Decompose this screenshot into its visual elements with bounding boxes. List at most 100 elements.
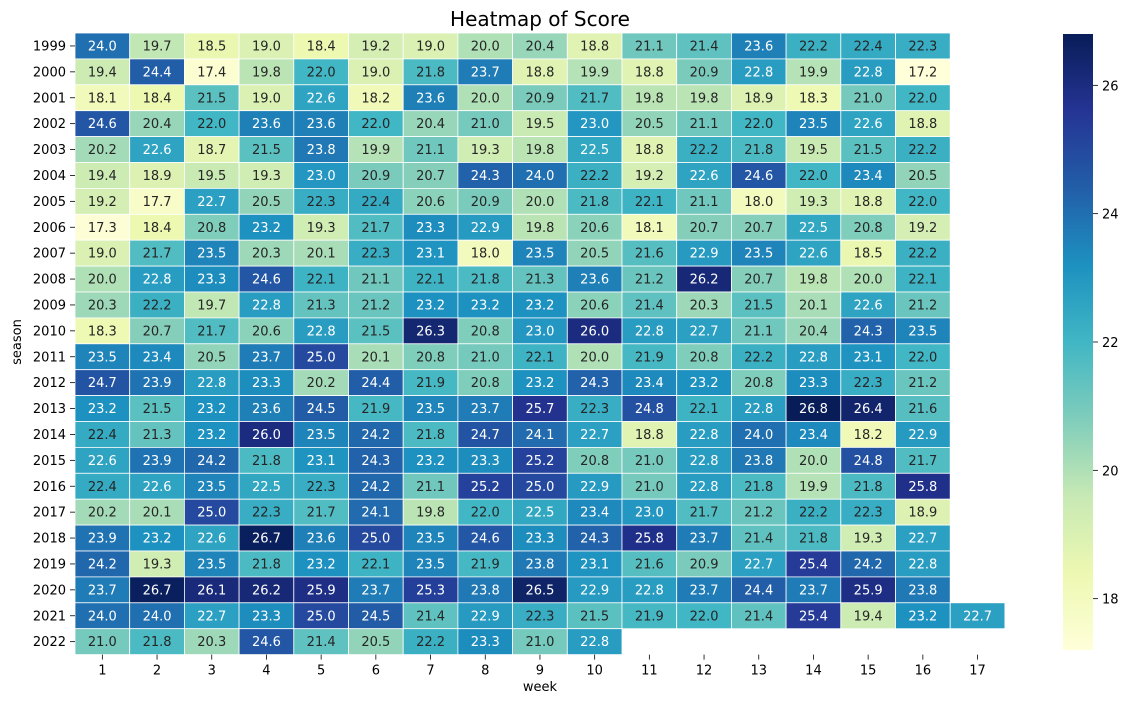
cell-value-label: 24.4 xyxy=(143,65,172,80)
cell-value-label: 18.4 xyxy=(143,91,172,106)
heatmap-cell xyxy=(895,602,951,630)
heatmap-cell xyxy=(731,58,787,86)
heatmap-cell xyxy=(238,136,295,163)
cell-value-label: 24.3 xyxy=(854,324,883,339)
y-tick-label: 2001 xyxy=(33,91,66,106)
cell-value-label: 22.8 xyxy=(854,65,883,80)
heatmap-cell xyxy=(566,421,623,448)
heatmap-cell xyxy=(129,550,185,578)
heatmap-cell xyxy=(348,136,404,163)
heatmap-cell xyxy=(676,58,732,86)
heatmap-cell xyxy=(293,602,349,630)
heatmap-cell xyxy=(731,84,787,112)
cell-value-label: 21.7 xyxy=(908,454,937,469)
heatmap-cell xyxy=(457,84,513,112)
cell-value-label: 21.8 xyxy=(143,635,172,650)
heatmap-cell xyxy=(566,446,623,474)
cell-value-label: 20.8 xyxy=(854,221,883,236)
cell-value-label: 20.9 xyxy=(471,195,500,210)
cell-value-label: 26.2 xyxy=(690,273,719,288)
cell-value-label: 22.4 xyxy=(361,195,390,210)
heatmap-cell xyxy=(512,576,568,604)
cell-value-label: 20.5 xyxy=(197,350,226,365)
heatmap-cell xyxy=(129,291,185,319)
cell-value-label: 24.5 xyxy=(307,402,336,417)
heatmap-cell xyxy=(457,32,513,60)
cell-value-label: 23.1 xyxy=(416,247,445,262)
cell-value-label: 20.8 xyxy=(416,350,445,365)
cell-value-label: 20.0 xyxy=(525,195,554,210)
cell-value-label: 22.0 xyxy=(690,609,719,624)
cell-value-label: 22.0 xyxy=(471,506,500,521)
heatmap-cell xyxy=(293,317,349,345)
cell-value-label: 20.5 xyxy=(580,247,609,262)
cell-value-label: 24.1 xyxy=(361,506,390,521)
heatmap-cell xyxy=(348,498,404,526)
heatmap-cell xyxy=(457,446,513,474)
cell-value-label: 19.8 xyxy=(525,221,554,236)
cell-value-label: 19.9 xyxy=(799,65,828,80)
cell-value-label: 21.7 xyxy=(580,91,609,106)
cell-value-label: 26.0 xyxy=(252,428,281,443)
cell-value-label: 19.0 xyxy=(361,65,390,80)
cell-value-label: 19.2 xyxy=(88,195,117,210)
cell-value-label: 23.2 xyxy=(252,221,281,236)
cell-value-label: 22.0 xyxy=(197,117,226,132)
heatmap-cell xyxy=(566,369,623,397)
heatmap-cell xyxy=(785,213,842,241)
cell-value-label: 23.7 xyxy=(690,532,719,547)
heatmap-cell xyxy=(293,162,349,189)
heatmap-cell xyxy=(238,84,295,112)
cell-value-label: 22.7 xyxy=(580,428,609,443)
heatmap-cell xyxy=(621,265,678,293)
cell-value-label: 17.2 xyxy=(908,65,937,80)
heatmap-cell xyxy=(840,213,896,241)
heatmap-cell xyxy=(512,421,568,448)
heatmap-cell xyxy=(895,265,951,293)
cell-value-label: 23.6 xyxy=(252,117,281,132)
heatmap-cell xyxy=(348,265,404,293)
cell-value-label: 23.6 xyxy=(307,117,336,132)
cell-value-label: 22.6 xyxy=(854,117,883,132)
cell-value-label: 21.4 xyxy=(307,635,336,650)
heatmap-cell xyxy=(129,343,185,371)
heatmap-cell xyxy=(129,369,185,397)
cell-value-label: 21.1 xyxy=(744,324,773,339)
heatmap-cell xyxy=(621,498,678,526)
cell-value-label: 23.4 xyxy=(635,376,664,391)
heatmap-cell xyxy=(348,213,404,241)
heatmap-cell xyxy=(785,369,842,397)
cell-value-label: 20.6 xyxy=(252,324,281,339)
heatmap-cell xyxy=(293,265,349,293)
cell-value-label: 21.8 xyxy=(252,557,281,572)
x-tick-label: 1 xyxy=(98,664,106,679)
cell-value-label: 19.7 xyxy=(143,39,172,54)
cell-value-label: 21.0 xyxy=(635,454,664,469)
cell-value-label: 21.8 xyxy=(416,428,445,443)
heatmap-cell xyxy=(348,628,404,656)
heatmap-cell xyxy=(457,213,513,241)
heatmap-cell xyxy=(676,32,732,60)
cell-value-label: 20.5 xyxy=(361,635,390,650)
heatmap-cell xyxy=(238,239,295,267)
cell-value-label: 20.2 xyxy=(88,506,117,521)
cell-value-label: 26.4 xyxy=(854,402,883,417)
x-tick-label: 4 xyxy=(262,664,270,679)
y-tick-label: 2018 xyxy=(33,532,66,547)
cell-value-label: 23.6 xyxy=(744,39,773,54)
cell-value-label: 19.2 xyxy=(908,221,937,236)
cell-value-label: 20.7 xyxy=(416,169,445,184)
heatmap-cell xyxy=(895,213,951,241)
cell-value-label: 22.8 xyxy=(908,557,937,572)
heatmap-cell xyxy=(785,239,842,267)
cell-value-label: 23.2 xyxy=(307,557,336,572)
x-tick-label: 5 xyxy=(317,664,325,679)
heatmap-cell xyxy=(402,84,459,112)
heatmap-cell xyxy=(238,343,295,371)
heatmap-cell xyxy=(238,58,295,86)
colorbar-ticks: 18 20 22 24 26 xyxy=(1093,79,1119,608)
cell-value-label: 21.4 xyxy=(416,609,445,624)
heatmap-cells: 24.0 19.7 18.5 19.0 18.4 19.2 19.0 20.0 20.4 18.8… xyxy=(74,32,1006,656)
cell-value-label: 26.7 xyxy=(252,532,281,547)
heatmap-cell xyxy=(74,343,131,371)
